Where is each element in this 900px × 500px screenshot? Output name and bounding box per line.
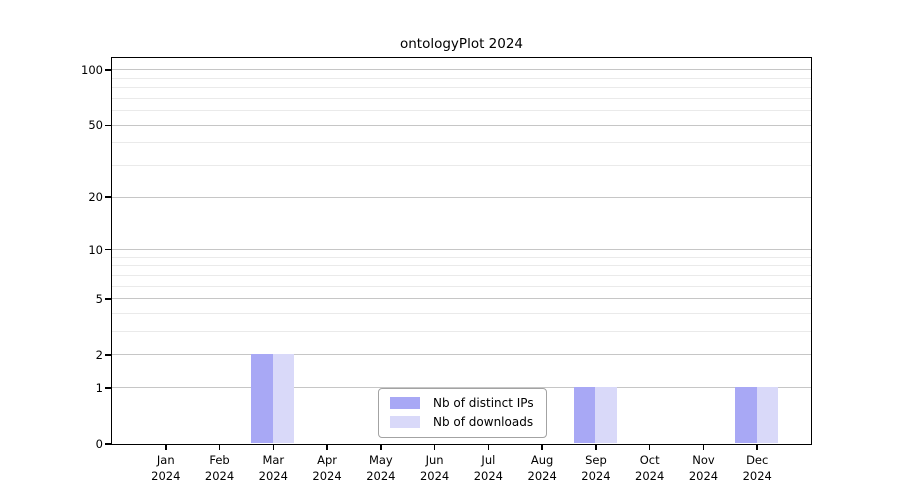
y-tick-mark [105,354,112,356]
legend-swatch-downloads-icon [390,416,420,428]
gridline-minor [111,97,811,99]
y-tick-mark [105,443,112,445]
x-tick-month: Apr [317,453,338,467]
legend: Nb of distinct IPs Nb of downloads [378,388,547,438]
x-tick-month: Aug [530,453,554,467]
x-tick-mark [165,444,167,450]
x-tick-label: May 2024 [353,452,409,484]
gridline-minor [111,274,811,276]
plot-area [110,56,812,445]
x-tick-mark [756,444,758,450]
gridline-minor [111,285,811,287]
gridline-major [111,298,811,300]
x-tick-year: 2024 [635,469,665,483]
x-tick-mark [218,444,221,450]
y-tick-label: 0 [95,437,103,451]
x-tick-year: 2024 [151,469,181,483]
x-tick-mark [487,444,490,450]
legend-label-downloads: Nb of downloads [433,415,534,429]
x-tick-year: 2024 [688,469,719,483]
x-tick-label: Jan 2024 [138,452,194,484]
y-tick-mark [105,196,112,198]
y-tick-label: 50 [88,118,103,133]
x-tick-year: 2024 [366,469,396,483]
x-tick-year: 2024 [742,469,772,483]
bar-dec-downloads [756,387,779,444]
x-tick-month: May [368,453,393,467]
x-tick-month: Feb [209,453,230,467]
bar-sep-distinct-ips [574,387,596,444]
gridline-major [111,69,811,71]
legend-item-distinct-ips: Nb of distinct IPs [390,396,535,410]
gridline-minor [111,256,811,258]
y-tick-mark [105,387,112,389]
x-tick-mark [648,444,651,450]
x-tick-label: Dec 2024 [729,452,785,484]
gridline-minor [111,110,811,112]
x-tick-mark [380,444,382,450]
x-tick-month: Jul [481,453,496,467]
x-tick-mark [326,444,328,450]
bar-mar-downloads [272,354,295,444]
gridline-minor [111,313,811,315]
x-tick-label: Apr 2024 [299,452,355,484]
x-tick-mark [433,444,436,450]
gridline-major [111,124,811,126]
x-tick-label: Feb 2024 [192,452,248,484]
x-tick-year: 2024 [473,469,504,483]
gridline-minor [111,87,811,89]
chart-title: ontologyPlot 2024 [399,36,524,52]
x-tick-mark [595,444,597,450]
legend-swatch-distinct-ips-icon [390,397,420,409]
x-tick-year: 2024 [419,469,450,483]
legend-item-downloads: Nb of downloads [390,415,535,429]
x-tick-year: 2024 [527,469,557,483]
x-tick-month: Oct [639,453,660,467]
x-tick-year: 2024 [581,469,611,483]
x-tick-year: 2024 [204,469,235,483]
x-tick-label: Nov 2024 [675,452,731,484]
x-tick-year: 2024 [258,469,288,483]
x-tick-month: Jan [156,453,175,467]
gridline-minor [111,77,811,79]
y-tick-label: 100 [81,62,103,77]
y-tick-mark [105,69,112,71]
gridline-major [111,196,811,198]
x-tick-label: Oct 2024 [622,452,678,484]
gridline-minor [111,165,811,167]
x-tick-month: Dec [746,453,769,467]
gridline-minor [111,265,811,267]
y-tick-mark [105,298,112,300]
x-tick-label: Jun 2024 [407,452,463,484]
y-tick-label: 10 [88,242,103,257]
gridline-major [111,354,811,356]
x-tick-month: Mar [262,453,285,467]
x-tick-mark [702,444,705,450]
bar-dec-distinct-ips [735,387,757,444]
x-tick-label: Jul 2024 [460,452,516,484]
gridline-minor [111,142,811,144]
x-tick-month: Sep [585,453,607,467]
y-tick-mark [105,248,112,251]
legend-label-distinct-ips: Nb of distinct IPs [433,396,534,410]
y-tick-mark [105,124,112,127]
y-tick-label: 20 [88,190,103,205]
x-tick-mark [541,444,543,450]
y-tick-label: 2 [95,347,103,362]
y-tick-label: 5 [95,291,103,306]
bar-sep-downloads [595,387,617,444]
y-tick-label: 1 [95,380,103,395]
gridline-minor [111,331,811,333]
x-tick-label: Sep 2024 [568,452,624,484]
gridline-major [111,387,811,389]
x-tick-month: Nov [692,453,715,467]
x-tick-label: Aug 2024 [514,452,570,484]
x-tick-label: Mar 2024 [245,452,301,484]
x-tick-mark [272,444,275,450]
x-tick-month: Jun [425,453,444,467]
x-tick-year: 2024 [312,469,342,483]
bar-mar-distinct-ips [251,354,273,444]
gridline-major [111,249,811,251]
